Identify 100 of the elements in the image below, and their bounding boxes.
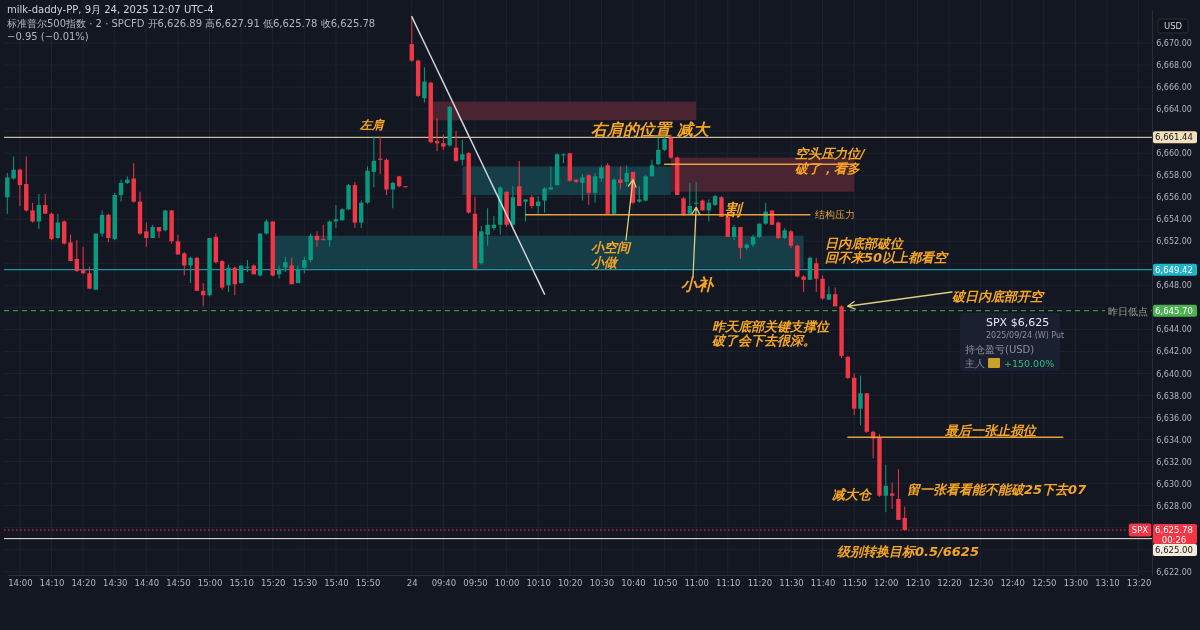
x-tick-label: 09:40: [431, 578, 457, 589]
candlestick: [68, 234, 73, 262]
x-tick-label: 14:50: [166, 578, 191, 589]
candlestick: [30, 202, 35, 224]
annotation: 2025/09/24 (W) Put: [986, 330, 1065, 340]
candlestick: [61, 219, 67, 246]
y-tick-label: 6,644.00: [1156, 325, 1192, 335]
candlestick: [118, 179, 124, 203]
annotation: 持仓盈亏(USD): [965, 343, 1035, 355]
candlestick: [624, 164, 629, 187]
x-tick-label: 15:50: [355, 578, 381, 589]
x-tick-label: 10:50: [652, 578, 678, 589]
x-tick-label: 13:00: [1063, 578, 1089, 589]
candlestick: [460, 139, 465, 166]
x-tick-label: 12:00: [874, 578, 899, 589]
y-tick-label: 6,670.00: [1156, 39, 1192, 49]
candlestick: [826, 285, 832, 301]
ref-line-label: 6,661.44: [1155, 132, 1193, 143]
candlestick: [687, 182, 693, 216]
x-tick-label: 24: [406, 578, 418, 589]
candlestick: [74, 239, 80, 273]
candlestick: [548, 165, 554, 191]
candlestick: [883, 464, 888, 513]
candlestick: [845, 355, 851, 380]
candlestick: [99, 209, 105, 238]
ref-line-label: 6,625.78: [1155, 525, 1193, 536]
annotation: SPX: [1131, 525, 1149, 536]
x-tick-label: 12:20: [937, 578, 962, 589]
annotation: 左肩: [359, 118, 385, 132]
y-tick-label: 6,636.00: [1156, 413, 1192, 423]
y-tick-label: 6,642.00: [1156, 347, 1192, 357]
x-tick-label: 15:20: [260, 578, 286, 589]
x-tick-label: 12:30: [968, 578, 994, 589]
x-tick-label: 11:20: [747, 578, 773, 589]
annotation: SPX $6,625: [986, 315, 1050, 329]
candlestick: [409, 17, 414, 63]
candlestick: [523, 198, 528, 222]
candlestick: [163, 209, 168, 232]
x-tick-label: 14:20: [71, 578, 96, 589]
candlestick: [820, 274, 825, 301]
annotation: 小补: [681, 274, 715, 294]
candlestick: [371, 136, 377, 188]
x-tick-label: 13:10: [1095, 578, 1120, 589]
x-tick-label: 10:20: [558, 578, 583, 589]
y-tick-label: 6,628.00: [1156, 501, 1192, 511]
candlestick: [321, 224, 326, 241]
x-tick-label: 15:10: [229, 578, 254, 589]
candlestick: [814, 257, 819, 293]
candlestick: [592, 172, 598, 204]
y-tick-label: 6,630.00: [1156, 479, 1192, 489]
annotation: 减大仓: [831, 486, 873, 502]
x-tick-label: 12:10: [905, 578, 931, 589]
annotation: +150.00%: [1004, 357, 1055, 369]
annotation: 留一张看看能不能破25下去07: [907, 481, 1088, 497]
x-tick-label: 10:40: [621, 578, 646, 589]
candlestick: [175, 234, 181, 255]
y-tick-label: 6,632.00: [1156, 457, 1192, 467]
candlestick: [807, 256, 813, 281]
candlestick: [561, 152, 566, 164]
candlestick: [422, 66, 427, 104]
candlestick: [87, 266, 92, 290]
candlestick: [43, 193, 48, 215]
y-tick-label: 6,658.00: [1156, 171, 1192, 181]
annotation: 空头压力位/破了，看多: [795, 145, 866, 176]
x-tick-label: 10:10: [526, 578, 551, 589]
text: 00:26: [1161, 535, 1187, 546]
candlestick: [586, 173, 591, 206]
x-tick-label: 15:40: [324, 578, 349, 589]
candlestick: [182, 251, 187, 276]
x-tick-label: 14:30: [102, 578, 128, 589]
text: 标准普尔500指数 · 2 · SPCFD 开6,626.89 高6,627.91 低6,625.78 收6,625.78 −0.95 (−0.01%): [6, 17, 376, 42]
y-tick-label: 6,668.00: [1156, 61, 1192, 71]
x-tick-label: 09:50: [463, 578, 488, 589]
candlestick: [896, 468, 901, 521]
candlestick: [453, 130, 459, 163]
candlestick: [245, 259, 250, 273]
y-tick-label: 6,654.00: [1156, 215, 1192, 225]
annotation: 级别转换目标0.5/6625: [836, 543, 979, 559]
annotation: 日内底部破位回不来50以上都看空: [825, 235, 950, 265]
x-tick-label: 14:00: [8, 578, 33, 589]
candlestick: [517, 160, 522, 207]
line-series: [411, 15, 546, 295]
candlestick: [188, 256, 193, 284]
x-tick-label: 15:30: [292, 578, 318, 589]
x-tick-label: 14:40: [134, 578, 160, 589]
series-label: 结构压力: [814, 209, 855, 221]
annotation: 昨天底部关键支撑位破了会下去很深。: [712, 318, 831, 348]
y-tick-label: 6,666.00: [1156, 83, 1192, 93]
y-tick-label: 6,648.00: [1156, 281, 1192, 291]
x-tick-label: 11:10: [716, 578, 741, 589]
y-tick-label: 6,622.00: [1156, 567, 1192, 577]
y-tick-label: 6,660.00: [1156, 149, 1192, 159]
candlestick: [226, 263, 231, 293]
candlestick: [144, 222, 149, 248]
candlestick: [738, 226, 743, 260]
x-tick-label: 13:20: [1126, 578, 1152, 589]
annotation: 主人: [965, 357, 985, 369]
y-tick-label: 6,664.00: [1156, 105, 1192, 115]
chart-title: milk-daddy-PP, 9月 24, 2025 12:07 UTC-4: [7, 3, 214, 15]
candlestick: [359, 200, 364, 229]
